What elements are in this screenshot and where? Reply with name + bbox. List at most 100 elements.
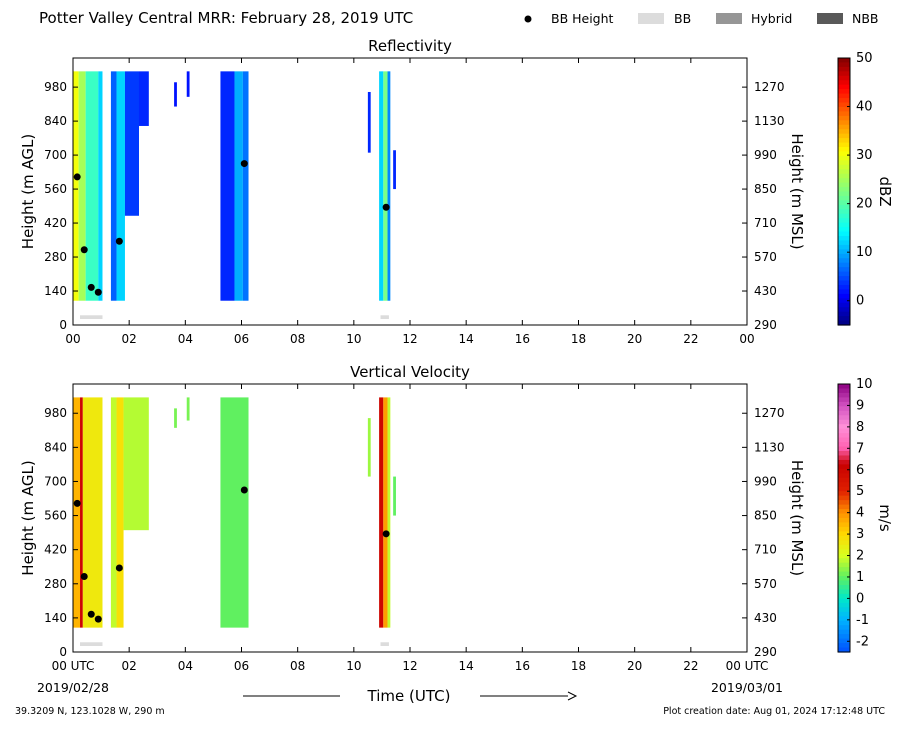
colorbar-segment xyxy=(838,316,850,322)
colorbar-segment xyxy=(838,227,850,233)
colorbar-segment xyxy=(838,629,850,635)
colorbar-segment xyxy=(838,468,850,474)
y-right-tick-label: 570 xyxy=(754,577,777,591)
y-tick-label: 700 xyxy=(44,474,67,488)
colorbar-segment xyxy=(838,102,850,108)
bb-height-point xyxy=(80,572,88,580)
precip-column xyxy=(393,150,396,190)
colorbar-tick-label: 3 xyxy=(856,527,864,542)
colorbar-segment xyxy=(838,204,850,210)
colorbar-segment xyxy=(838,451,850,457)
colorbar-segment xyxy=(838,549,850,555)
end-date-label: 2019/03/01 xyxy=(711,680,783,695)
colorbar-segment xyxy=(838,142,850,148)
colorbar-segment xyxy=(838,147,850,153)
colorbar-segment xyxy=(838,392,850,398)
x-tick-label: 22 xyxy=(683,659,698,673)
time-arrow-head xyxy=(567,691,578,701)
y-right-tick-label: 430 xyxy=(754,611,777,625)
precip-column xyxy=(98,71,103,301)
y-right-tick-label: 1130 xyxy=(754,440,785,454)
bb-height-point xyxy=(87,610,95,618)
precip-column xyxy=(110,71,117,301)
colorbar-segment xyxy=(838,531,850,537)
colorbar-tick-label: 40 xyxy=(856,100,873,115)
colorbar-segment xyxy=(838,169,850,175)
colorbar-tick-label: 10 xyxy=(856,377,873,392)
bb-bar xyxy=(380,642,389,646)
precip-column xyxy=(367,418,371,477)
colorbar-segment xyxy=(838,289,850,295)
precip-column xyxy=(234,71,243,301)
colorbar-segment xyxy=(838,213,850,219)
colorbar-segment xyxy=(838,401,850,407)
colorbar-segment xyxy=(838,473,850,479)
x-tick-label: 00 xyxy=(65,332,80,346)
y-right-tick-label: 1130 xyxy=(754,114,785,128)
precip-column xyxy=(78,71,86,301)
colorbar-segment xyxy=(838,129,850,135)
colorbar-tick-label: 0 xyxy=(856,591,864,606)
creation-date-text: Plot creation date: Aug 01, 2024 17:12:4… xyxy=(663,706,885,717)
precip-column xyxy=(387,71,391,301)
x-tick-label: 22 xyxy=(683,332,698,346)
hybrid-legend-swatch xyxy=(716,13,742,24)
colorbar-segment xyxy=(838,576,850,582)
colorbar-segment xyxy=(838,495,850,501)
colorbar-segment xyxy=(838,504,850,510)
precip-column xyxy=(123,397,149,531)
precip-column xyxy=(186,71,190,97)
bb-height-point xyxy=(87,283,95,291)
y-tick-label: 140 xyxy=(44,611,67,625)
colorbar-segment xyxy=(838,620,850,626)
precip-column xyxy=(82,397,103,628)
x-tick-label: 14 xyxy=(459,659,474,673)
colorbar-segment xyxy=(838,433,850,439)
colorbar-segment xyxy=(838,133,850,139)
colorbar-segment xyxy=(838,571,850,577)
precip-column xyxy=(85,71,99,301)
y-tick-label: 280 xyxy=(44,577,67,591)
nbb-legend-swatch xyxy=(817,13,843,24)
colorbar-segment xyxy=(838,115,850,121)
colorbar-label: m/s xyxy=(876,504,894,532)
colorbar-segment xyxy=(838,544,850,550)
colorbar-segment xyxy=(838,406,850,412)
x-tick-label: 06 xyxy=(234,659,249,673)
y-tick-label: 0 xyxy=(59,318,67,332)
colorbar-segment xyxy=(838,477,850,483)
bb-bar xyxy=(80,315,103,319)
colorbar-segment xyxy=(838,262,850,268)
colorbar-segment xyxy=(838,397,850,403)
y-tick-label: 140 xyxy=(44,284,67,298)
bb-height-point xyxy=(94,288,102,296)
colorbar-segment xyxy=(838,75,850,81)
colorbar-segment xyxy=(838,437,850,443)
colorbar-segment xyxy=(838,518,850,524)
y-tick-label: 840 xyxy=(44,114,67,128)
colorbar-segment xyxy=(838,106,850,112)
bb-height-point xyxy=(80,246,88,254)
bb-height-point xyxy=(94,615,102,623)
colorbar-segment xyxy=(838,634,850,640)
colorbar-segment xyxy=(838,446,850,452)
y-right-tick-label: 1270 xyxy=(754,406,785,420)
colorbar-tick-label: 8 xyxy=(856,420,864,435)
colorbar-tick-label: 7 xyxy=(856,441,864,456)
x-tick-label: 10 xyxy=(346,659,361,673)
colorbar-segment xyxy=(838,302,850,308)
colorbar-segment xyxy=(838,384,850,390)
x-tick-label: 08 xyxy=(290,332,305,346)
precip-column xyxy=(220,71,235,301)
colorbar-segment xyxy=(838,187,850,193)
precip-column xyxy=(393,476,396,516)
location-text: 39.3209 N, 123.1028 W, 290 m xyxy=(15,706,165,717)
bb-height-point xyxy=(382,530,390,538)
bb-height-point xyxy=(382,203,390,211)
precip-column xyxy=(110,397,117,628)
colorbar-segment xyxy=(838,482,850,488)
y-right-tick-label: 570 xyxy=(754,250,777,264)
colorbar-segment xyxy=(838,244,850,250)
colorbar-segment xyxy=(838,320,850,326)
y-tick-label: 560 xyxy=(44,509,67,523)
